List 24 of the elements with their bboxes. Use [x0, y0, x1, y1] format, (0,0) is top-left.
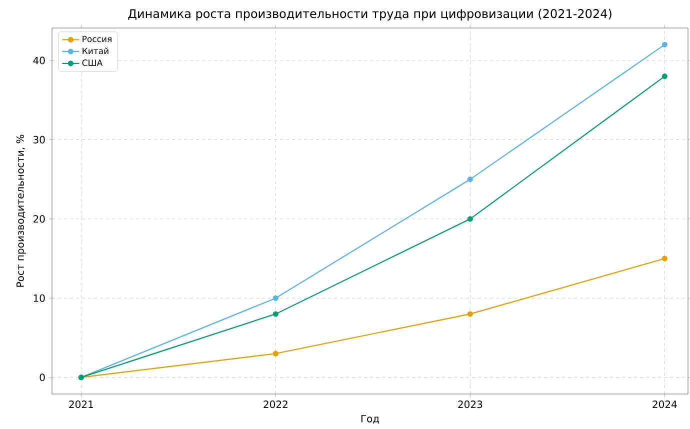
point — [272, 295, 278, 301]
y-tick-label: 20 — [33, 215, 45, 223]
legend-label: Россия — [82, 36, 112, 42]
point — [662, 74, 668, 80]
y-tick-label: 0 — [40, 374, 45, 382]
y-axis-title: Рост производительности, % — [16, 134, 26, 287]
point — [467, 311, 473, 317]
legend-label: Китай — [82, 48, 108, 54]
legend-label: США — [82, 60, 103, 66]
y-tick-label: 30 — [34, 136, 45, 144]
x-tick-label: 2023 — [458, 400, 482, 408]
x-axis-title: Год — [361, 414, 380, 424]
point — [467, 216, 473, 222]
point — [662, 256, 668, 262]
y-tick-label: 40 — [33, 56, 45, 64]
point — [467, 176, 473, 182]
point — [272, 311, 278, 317]
point — [272, 350, 278, 356]
y-tick-label: 10 — [34, 294, 45, 302]
x-tick-label: 2024 — [652, 400, 677, 408]
x-tick-label: 2022 — [264, 400, 288, 408]
x-tick-label: 2021 — [69, 400, 93, 408]
chart-title: Динамика роста производительности труда при цифровизации (2021-2024) — [128, 8, 612, 20]
point — [662, 42, 668, 48]
